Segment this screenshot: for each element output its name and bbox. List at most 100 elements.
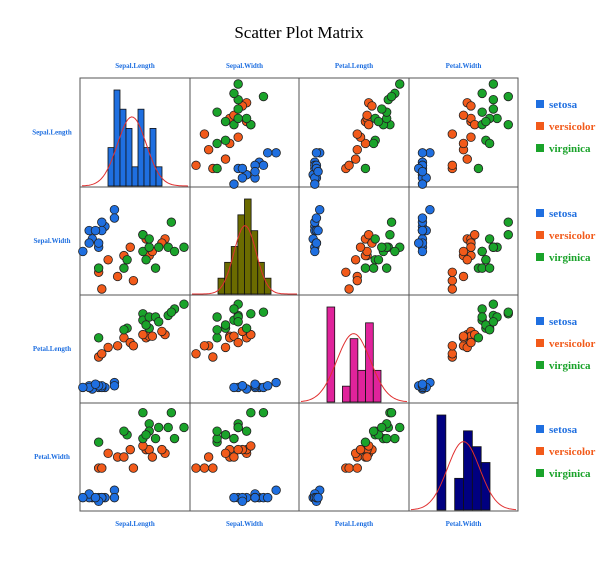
- scatter-point-sepal-length-vs-sepal-width-23: [233, 132, 243, 142]
- legend-swatch-setosa-row-2: [536, 209, 544, 217]
- scatter-point-petal-length-vs-petal-width-37: [488, 317, 499, 327]
- scatter-point-sepal-length-vs-sepal-width-10: [262, 148, 273, 158]
- scatter-point-sepal-length-vs-petal-length-20: [362, 110, 372, 120]
- density-curve-petal-length: [300, 333, 408, 403]
- scatter-point-petal-width-vs-sepal-length-8: [78, 492, 88, 503]
- legend-swatch-virginica-row-2: [536, 253, 544, 261]
- hist-bar-sepal-length-5: [137, 108, 145, 187]
- scatter-point-petal-length-vs-sepal-width-36: [220, 320, 231, 330]
- scatter-point-petal-length-vs-petal-width-32: [477, 304, 487, 314]
- scatter-point-petal-length-vs-sepal-width-18: [246, 329, 256, 340]
- scatter-point-sepal-width-vs-petal-width-22: [447, 284, 458, 294]
- scatter-point-petal-width-vs-sepal-length-22: [97, 463, 107, 473]
- scatter-point-sepal-length-vs-petal-length-8: [310, 179, 320, 189]
- scatter-point-sepal-width-vs-sepal-length-30: [179, 242, 189, 252]
- scatter-point-sepal-length-vs-sepal-width-24: [199, 129, 210, 139]
- scatter-point-sepal-width-vs-petal-width-18: [469, 230, 480, 240]
- hist-bar-petal-width-0: [436, 414, 447, 511]
- scatter-point-petal-width-vs-sepal-width-34: [258, 407, 269, 418]
- scatter-point-petal-length-vs-petal-width-31: [473, 333, 484, 343]
- scatter-point-petal-width-vs-sepal-length-21: [103, 448, 113, 459]
- legend-swatch-setosa-row-1: [536, 100, 544, 108]
- scatter-point-sepal-width-vs-sepal-length-5: [109, 204, 120, 215]
- scatter-point-sepal-width-vs-petal-width-36: [481, 255, 491, 265]
- scatter-point-petal-length-vs-petal-width-38: [484, 325, 495, 335]
- scatter-point-sepal-length-vs-petal-width-11: [417, 166, 428, 177]
- scatter-point-petal-width-vs-sepal-length-24: [128, 463, 139, 473]
- scatter-point-sepal-width-vs-petal-length-18: [364, 230, 374, 240]
- legend-label-versicolor-row-4: versicolor: [549, 446, 596, 458]
- scatter-point-petal-width-vs-sepal-width-24: [199, 463, 210, 473]
- scatter-point-petal-width-vs-sepal-width-10: [262, 492, 273, 503]
- density-curve-petal-width: [410, 441, 517, 511]
- scatter-point-petal-width-vs-petal-length-24: [352, 463, 362, 473]
- hist-bar-sepal-width-2: [230, 246, 239, 295]
- scatter-point-sepal-width-vs-petal-length-25: [385, 230, 395, 240]
- scatter-point-petal-length-vs-sepal-length-15: [112, 341, 123, 351]
- legend-swatch-versicolor-row-2: [536, 231, 544, 239]
- legend-swatch-virginica-row-1: [536, 144, 544, 152]
- scatter-point-sepal-width-vs-sepal-length-9: [93, 238, 104, 248]
- scatter-point-petal-width-vs-sepal-length-32: [169, 433, 180, 444]
- scatter-point-sepal-width-vs-petal-width-24: [447, 275, 458, 286]
- scatter-point-sepal-width-vs-petal-length-37: [377, 242, 387, 252]
- legend-swatch-versicolor-row-3: [536, 339, 544, 347]
- left-axis-label-sepal-length: Sepal.Length: [32, 129, 72, 137]
- scatter-point-petal-width-vs-sepal-length-36: [141, 430, 151, 440]
- scatter-point-petal-width-vs-sepal-length-27: [163, 422, 173, 433]
- scatter-point-petal-length-vs-petal-width-11: [417, 379, 428, 389]
- hist-bar-sepal-length-4: [131, 166, 139, 187]
- scatter-point-petal-width-vs-sepal-length-11: [90, 492, 101, 503]
- top-axis-label-petal-width: Petal.Width: [446, 62, 482, 70]
- legend-label-virginica-row-1: virginica: [549, 143, 591, 155]
- hist-bar-sepal-width-5: [250, 230, 259, 295]
- scatter-point-sepal-width-vs-sepal-length-38: [119, 263, 129, 273]
- scatter-point-sepal-width-vs-sepal-length-37: [154, 242, 164, 252]
- hist-bar-petal-width-5: [480, 462, 491, 511]
- scatter-point-petal-length-vs-sepal-length-30: [179, 299, 189, 309]
- scatter-point-sepal-length-vs-sepal-width-8: [229, 179, 239, 189]
- scatter-point-petal-length-vs-sepal-length-36: [141, 320, 151, 330]
- scatter-point-petal-length-vs-sepal-length-34: [166, 307, 177, 317]
- scatter-point-petal-width-vs-sepal-length-37: [154, 422, 164, 433]
- scatter-point-petal-width-vs-sepal-length-33: [150, 433, 161, 444]
- scatter-point-sepal-width-vs-petal-length-10: [311, 213, 322, 223]
- scatter-point-sepal-length-vs-petal-length-24: [352, 129, 362, 139]
- scatter-point-sepal-width-vs-sepal-length-36: [141, 255, 151, 265]
- scatter-point-sepal-length-vs-petal-length-14: [367, 101, 377, 111]
- scatter-point-petal-width-vs-sepal-width-35: [241, 426, 252, 436]
- top-axis-label-sepal-length: Sepal.Length: [115, 62, 155, 70]
- scatter-point-petal-width-vs-sepal-length-14: [157, 444, 167, 455]
- scatter-point-petal-width-vs-petal-length-30: [395, 422, 405, 433]
- scatter-point-petal-width-vs-sepal-length-30: [179, 422, 189, 433]
- scatter-point-sepal-width-vs-petal-length-24: [352, 275, 362, 286]
- scatter-point-sepal-width-vs-petal-width-37: [488, 242, 499, 252]
- scatter-point-sepal-length-vs-sepal-width-32: [229, 88, 239, 99]
- scatter-point-petal-length-vs-sepal-length-31: [93, 333, 104, 343]
- bottom-axis-label-petal-width: Petal.Width: [446, 520, 482, 528]
- legend-label-virginica-row-4: virginica: [549, 468, 591, 480]
- scatter-point-sepal-length-vs-petal-length-22: [344, 160, 354, 171]
- legend-swatch-versicolor-row-4: [536, 447, 544, 455]
- scatter-point-sepal-width-vs-petal-width-11: [417, 225, 428, 236]
- scatter-point-sepal-width-vs-petal-width-20: [458, 246, 469, 257]
- legend-swatch-virginica-row-3: [536, 361, 544, 369]
- scatter-point-petal-width-vs-petal-length-22: [344, 463, 354, 473]
- scatter-point-sepal-length-vs-petal-length-15: [352, 145, 362, 155]
- scatter-point-sepal-width-vs-petal-length-22: [344, 284, 354, 294]
- scatter-point-petal-width-vs-petal-length-20: [362, 452, 372, 462]
- scatter-point-sepal-width-vs-sepal-length-34: [166, 217, 177, 227]
- bottom-axis-label-sepal-width: Sepal.Width: [226, 520, 263, 528]
- scatter-point-sepal-length-vs-petal-width-33: [477, 107, 487, 117]
- hist-bar-petal-width-2: [454, 477, 464, 511]
- scatter-point-petal-width-vs-sepal-length-34: [166, 407, 177, 418]
- scatter-point-sepal-width-vs-petal-length-32: [390, 246, 400, 257]
- scatter-point-sepal-length-vs-petal-width-27: [488, 94, 499, 105]
- scatter-point-sepal-length-vs-petal-width-17: [458, 138, 469, 149]
- top-axis-label-sepal-width: Sepal.Width: [226, 62, 263, 70]
- scatter-point-petal-width-vs-petal-length-38: [368, 426, 379, 436]
- scatter-point-petal-length-vs-sepal-width-34: [258, 307, 269, 317]
- density-curve-sepal-width: [192, 225, 297, 295]
